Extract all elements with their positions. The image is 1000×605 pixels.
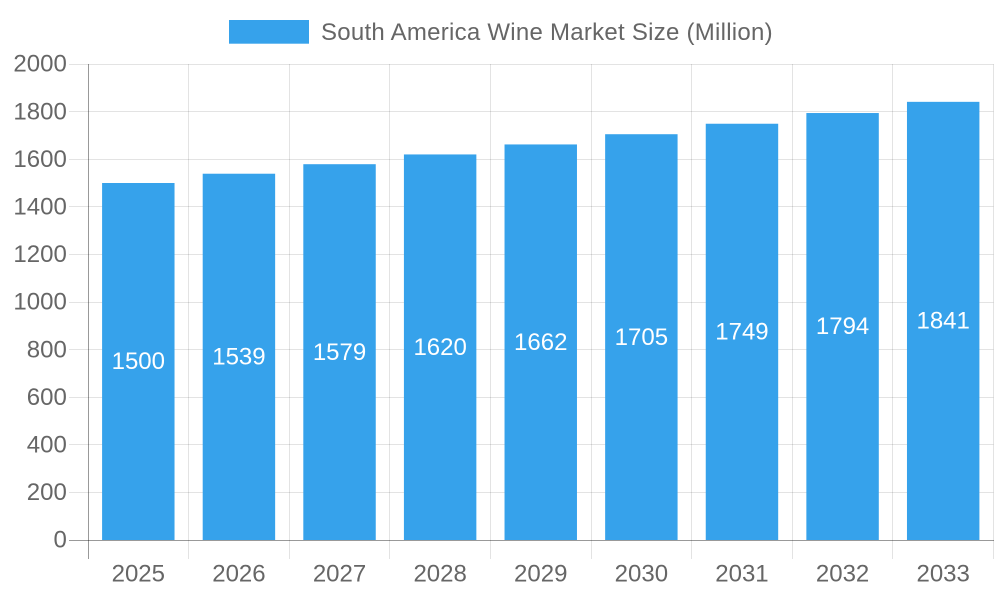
svg-text:2026: 2026 [212,561,265,588]
svg-text:1500: 1500 [112,348,165,375]
svg-text:1620: 1620 [413,334,466,361]
svg-text:2033: 2033 [916,561,969,588]
svg-text:2028: 2028 [413,561,466,588]
svg-text:2032: 2032 [816,561,869,588]
svg-text:1841: 1841 [916,308,969,335]
svg-text:1400: 1400 [13,194,66,221]
svg-text:2025: 2025 [112,561,165,588]
svg-text:1579: 1579 [313,339,366,366]
svg-text:1662: 1662 [514,329,567,356]
svg-text:1800: 1800 [13,98,66,125]
svg-text:800: 800 [27,336,67,363]
svg-text:1705: 1705 [615,324,668,351]
svg-text:1200: 1200 [13,241,66,268]
svg-text:1749: 1749 [715,319,768,346]
svg-text:1000: 1000 [13,289,66,316]
svg-text:1600: 1600 [13,146,66,173]
svg-text:1539: 1539 [212,344,265,371]
svg-text:200: 200 [27,479,67,506]
svg-text:2027: 2027 [313,561,366,588]
svg-text:0: 0 [53,527,66,554]
svg-text:600: 600 [27,384,67,411]
svg-text:2031: 2031 [715,561,768,588]
svg-text:1794: 1794 [816,313,869,340]
svg-text:2029: 2029 [514,561,567,588]
svg-text:2000: 2000 [13,51,66,78]
svg-text:400: 400 [27,432,67,459]
svg-text:South America Wine Market Size: South America Wine Market Size (Million) [321,19,773,46]
svg-text:2030: 2030 [615,561,668,588]
